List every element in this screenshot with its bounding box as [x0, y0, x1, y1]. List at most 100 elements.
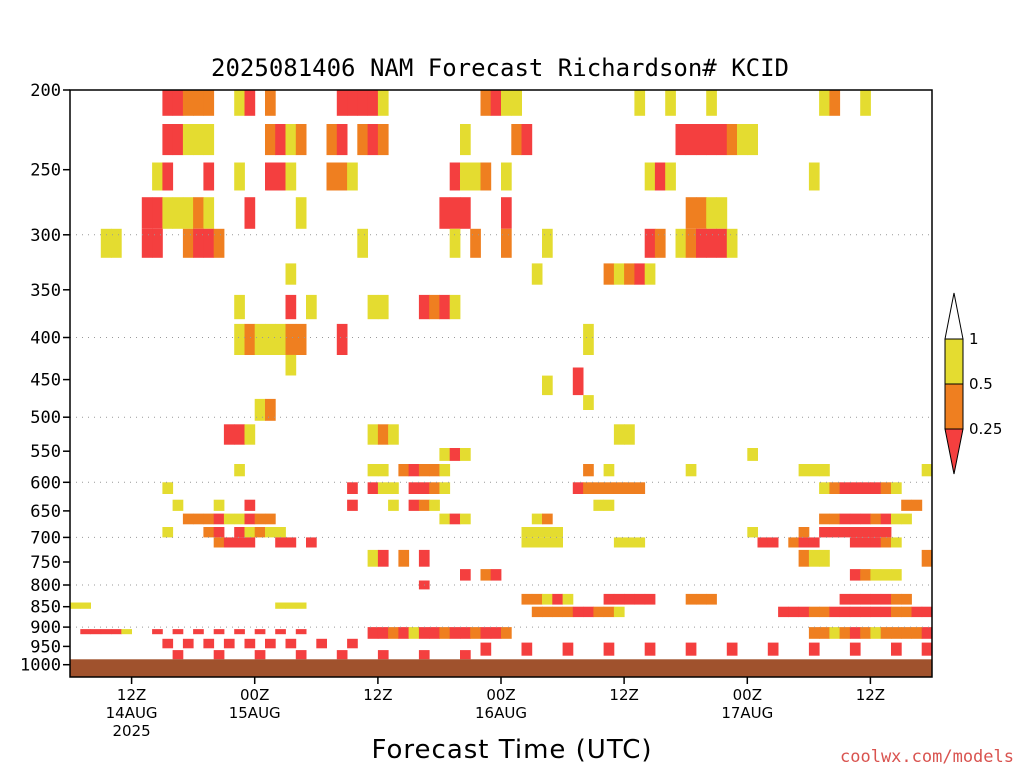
heatmap-cell-122 — [244, 323, 256, 355]
heatmap-cell-242 — [880, 527, 892, 538]
heatmap-cell-329 — [377, 627, 389, 639]
heatmap-cell-267 — [367, 549, 379, 567]
heatmap-cell-324 — [891, 606, 902, 618]
heatmap-cell-99 — [675, 228, 687, 258]
heatmap-cell-297 — [839, 593, 851, 605]
y-tick-label-1000: 1000 — [20, 656, 61, 676]
heatmap-cell-11 — [367, 90, 379, 116]
heatmap-cell-371 — [244, 638, 256, 649]
heatmap-cell-18 — [665, 90, 676, 116]
heatmap-cell-64 — [654, 162, 666, 191]
heatmap-cell-183 — [860, 482, 871, 494]
heatmap-cell-332 — [408, 627, 420, 639]
heatmap-cell-157 — [603, 464, 615, 477]
heatmap-cell-193 — [418, 499, 430, 511]
heatmap-cell-121 — [234, 323, 245, 355]
heatmap-cell-52 — [265, 162, 276, 191]
heatmap-cell-284 — [521, 593, 533, 605]
heatmap-cell-244 — [223, 537, 235, 548]
heatmap-cell-95 — [501, 228, 512, 258]
heatmap-cell-184 — [870, 482, 882, 494]
heatmap-cell-278 — [849, 569, 861, 581]
heatmap-cell-187 — [172, 499, 184, 511]
heatmap-cell-245 — [234, 537, 245, 548]
heatmap-cell-8 — [336, 90, 348, 116]
heatmap-cell-32 — [326, 124, 338, 156]
heatmap-cell-66 — [808, 162, 820, 191]
heatmap-cell-177 — [624, 482, 635, 494]
y-tick-label-800: 800 — [30, 576, 61, 596]
heatmap-cell-327 — [921, 606, 933, 618]
heatmap-cell-28 — [265, 124, 276, 156]
heatmap-cell-358 — [121, 629, 132, 635]
heatmap-cell-375 — [347, 638, 358, 649]
heatmap-cell-45 — [726, 124, 738, 156]
heatmap-cell-294 — [685, 593, 697, 605]
heatmap-cell-144 — [439, 448, 451, 461]
heatmap-cell-153 — [418, 464, 430, 477]
heatmap-cell-261 — [808, 537, 820, 548]
heatmap-cell-105 — [603, 263, 615, 285]
heatmap-cell-65 — [665, 162, 676, 191]
heatmap-cell-90 — [203, 228, 215, 258]
heatmap-cell-140 — [377, 424, 389, 445]
x-tick-label-0-1: 12Z — [117, 686, 146, 704]
heatmap-cell-207 — [265, 513, 276, 525]
heatmap-cell-279 — [860, 569, 871, 581]
heatmap-cell-135 — [265, 398, 276, 421]
heatmap-cell-83 — [716, 197, 728, 229]
heatmap-cell-108 — [634, 263, 646, 285]
heatmap-cell-141 — [388, 424, 399, 445]
heatmap-cell-339 — [480, 627, 492, 639]
heatmap-cell-119 — [439, 294, 451, 320]
heatmap-cell-145 — [449, 448, 461, 461]
heatmap-cell-289 — [603, 593, 615, 605]
heatmap-cell-163 — [162, 482, 174, 494]
heatmap-cell-186 — [891, 482, 902, 494]
heatmap-cell-59 — [460, 162, 471, 191]
heatmap-cell-15 — [501, 90, 512, 116]
heatmap-cell-215 — [839, 513, 851, 525]
heatmap-cell-216 — [849, 513, 861, 525]
heatmap-cell-286 — [542, 593, 553, 605]
y-tick-label-700: 700 — [30, 528, 61, 548]
heatmap-cell-317 — [819, 606, 830, 618]
heatmap-cell-226 — [244, 527, 256, 538]
heatmap-cell-301 — [880, 593, 892, 605]
legend-swatch-ge-1 — [944, 292, 964, 340]
heatmap-cell-293 — [644, 593, 656, 605]
x-tick-label-3-1: 00Z — [486, 686, 515, 704]
heatmap-cell-179 — [819, 482, 830, 494]
heatmap-cell-23 — [162, 124, 174, 156]
heatmap-cell-143 — [624, 424, 635, 445]
heatmap-cell-222 — [162, 527, 174, 538]
heatmap-cell-383 — [767, 642, 779, 656]
heatmap-cell-115 — [367, 294, 379, 320]
heatmap-cell-233 — [552, 527, 563, 538]
heatmap-cell-112 — [234, 294, 245, 320]
heatmap-cell-194 — [429, 499, 440, 511]
heatmap-cell-247 — [275, 537, 286, 548]
heatmap-cell-70 — [172, 197, 184, 229]
heatmap-cell-313 — [778, 606, 789, 618]
heatmap-cell-107 — [624, 263, 635, 285]
heatmap-cell-305 — [542, 606, 553, 618]
heatmap-cell-142 — [613, 424, 625, 445]
heatmap-cell-46 — [737, 124, 748, 156]
y-tick-label-550: 550 — [30, 442, 61, 462]
heatmap-cell-241 — [870, 527, 882, 538]
y-tick-label-250: 250 — [30, 161, 61, 181]
heatmap-cell-38 — [511, 124, 522, 156]
heatmap-cell-390 — [254, 650, 266, 660]
heatmap-cell-16 — [511, 90, 522, 116]
x-tick-label-2-1: 12Z — [363, 686, 392, 704]
heatmap-cell-266 — [891, 537, 902, 548]
heatmap-cell-110 — [285, 263, 297, 285]
heatmap-cell-365 — [275, 629, 286, 635]
x-tick-label-6-1: 12Z — [856, 686, 885, 704]
heatmap-cell-208 — [439, 513, 451, 525]
heatmap-cell-287 — [552, 593, 563, 605]
heatmap-cell-117 — [418, 294, 430, 320]
heatmap-cell-357 — [111, 629, 122, 635]
heatmap-cell-91 — [213, 228, 225, 258]
